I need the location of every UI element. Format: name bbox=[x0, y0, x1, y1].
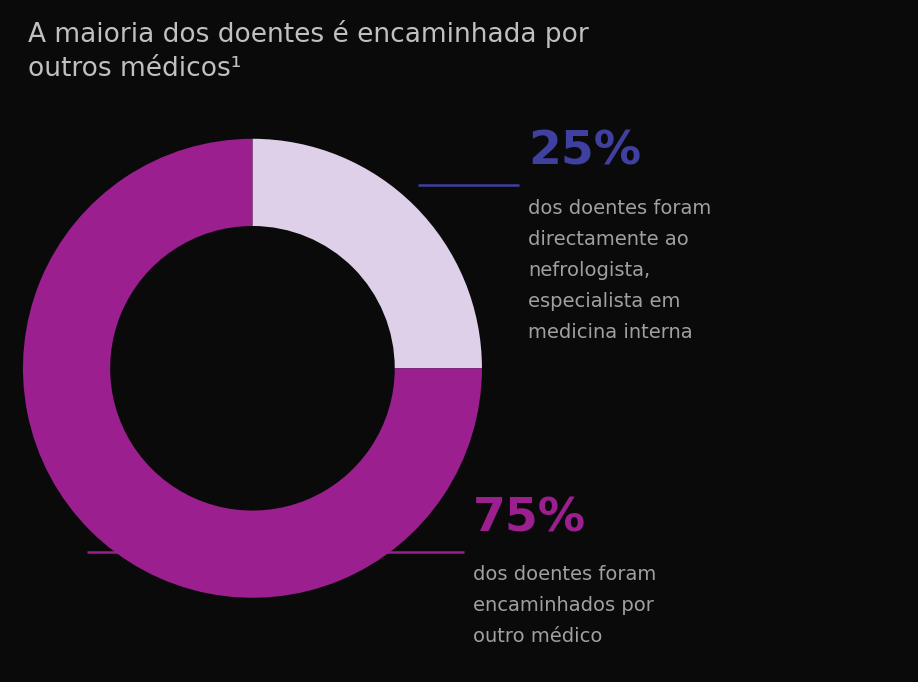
Text: dos doentes foram
directamente ao
nefrologista,
especialista em
medicina interna: dos doentes foram directamente ao nefrol… bbox=[528, 198, 711, 342]
Text: A maioria dos doentes é encaminhada por
outros médicos¹: A maioria dos doentes é encaminhada por … bbox=[28, 20, 588, 83]
Text: 25%: 25% bbox=[528, 130, 641, 175]
Text: 75%: 75% bbox=[473, 496, 586, 542]
Wedge shape bbox=[252, 138, 482, 368]
Wedge shape bbox=[23, 138, 482, 598]
Text: dos doentes foram
encaminhados por
outro médico: dos doentes foram encaminhados por outro… bbox=[473, 565, 656, 647]
